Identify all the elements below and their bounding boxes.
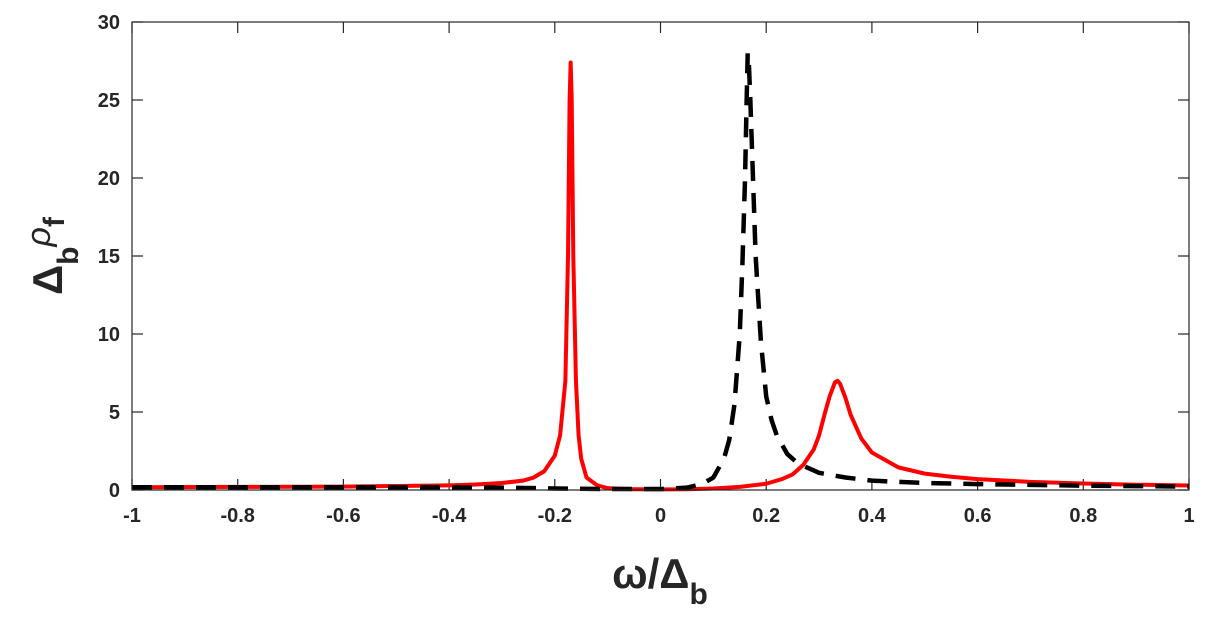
y-tick-label: 15 <box>98 246 120 268</box>
x-tick-label: -1 <box>123 505 141 527</box>
x-axis-label: ω/Δb <box>612 550 708 611</box>
x-tick-label: 0.8 <box>1069 505 1097 527</box>
x-tick-label: 0.6 <box>964 505 992 527</box>
y-tick-label: 0 <box>109 480 120 502</box>
x-tick-label: -0.2 <box>538 505 572 527</box>
y-axis-label-main: Δ <box>24 265 71 295</box>
x-tick-label: 0.4 <box>858 505 887 527</box>
series-line-solid <box>131 60 1190 492</box>
y-axis-label-rho-subscript: f <box>38 216 71 227</box>
x-tick-label: -0.4 <box>432 505 467 527</box>
x-tick-label: -0.6 <box>326 505 360 527</box>
x-tick-label: 0 <box>655 505 666 527</box>
y-axis-label-rho: ρ <box>20 227 58 247</box>
y-tick-label: 25 <box>98 90 120 112</box>
y-tick-label: 20 <box>98 168 120 190</box>
plot-frame <box>131 21 1190 491</box>
x-tick-label: -0.8 <box>220 505 254 527</box>
y-axis-label: Δbρf <box>20 216 85 295</box>
x-tick-labels: -1 -0.8 -0.6 -0.4 -0.2 0 0.2 0.4 0.6 0.8 1 <box>123 505 1194 527</box>
x-axis-label-main: ω/Δ <box>612 550 689 597</box>
x-axis-label-subscript: b <box>690 578 708 611</box>
y-tick-label: 5 <box>109 402 120 424</box>
plot-area <box>132 22 1189 490</box>
x-tick-label: 0.2 <box>752 505 780 527</box>
series-line-dashed <box>132 50 1190 492</box>
x-tick-label: 1 <box>1183 505 1194 527</box>
series-group <box>131 50 1190 492</box>
y-axis-label-subscript: b <box>52 246 85 264</box>
y-tick-label: 10 <box>98 324 120 346</box>
y-tick-labels: 0 5 10 15 20 25 30 <box>98 12 120 502</box>
y-tick-label: 30 <box>98 12 120 34</box>
